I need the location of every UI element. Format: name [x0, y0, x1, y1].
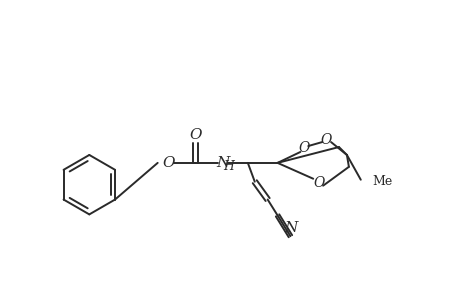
Text: O: O	[189, 128, 201, 142]
Text: O: O	[162, 156, 174, 170]
Text: N: N	[216, 156, 229, 170]
Text: H: H	[223, 160, 234, 173]
Text: Me: Me	[372, 175, 392, 188]
Text: O: O	[313, 176, 324, 190]
Text: N: N	[284, 221, 297, 235]
Text: O: O	[320, 133, 331, 147]
Text: O: O	[298, 141, 309, 155]
